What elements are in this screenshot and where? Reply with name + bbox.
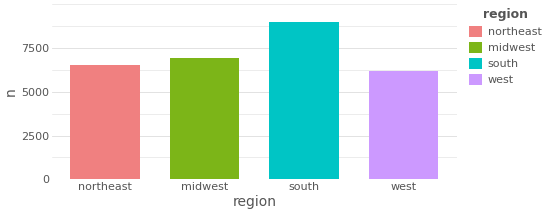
Bar: [269, 22, 339, 179]
Bar: [170, 58, 239, 179]
Y-axis label: n: n: [4, 87, 18, 96]
X-axis label: region: region: [232, 195, 276, 209]
Bar: [369, 71, 438, 179]
Bar: [70, 65, 140, 179]
Legend: northeast, midwest, south, west: northeast, midwest, south, west: [466, 6, 544, 87]
